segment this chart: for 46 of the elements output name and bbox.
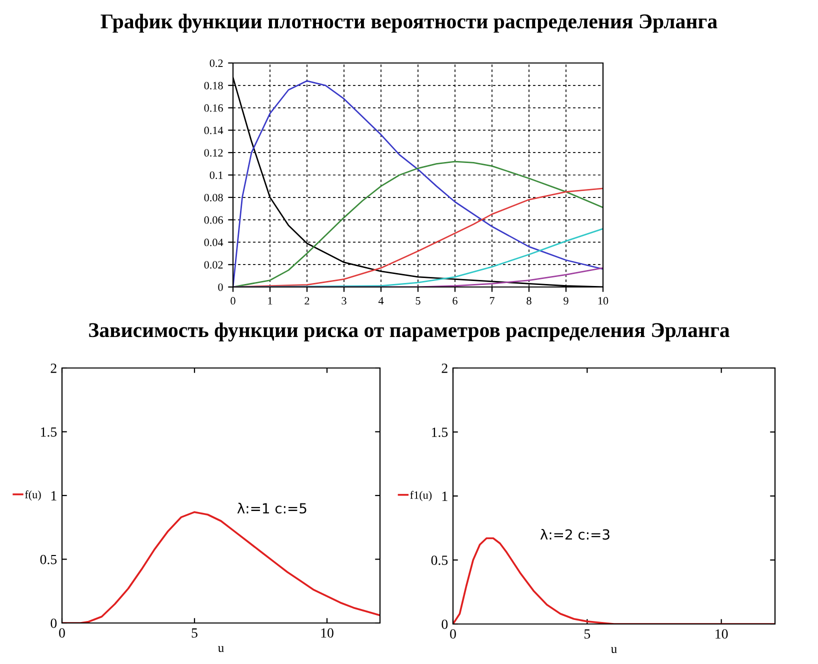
y-tick-label: 1.5 — [41, 427, 57, 437]
x-tick-label: 4 — [378, 297, 384, 304]
x-tick-label: 5 — [416, 297, 420, 305]
x-tick-label: 10 — [598, 297, 608, 305]
x-tick-label: 10 — [321, 628, 334, 638]
legend-label: f(u) — [25, 490, 41, 501]
y-tick-label: 0.5 — [431, 556, 448, 566]
y-tick-label: 0 — [218, 283, 223, 291]
x-tick-label: 10 — [716, 629, 728, 639]
legend-label: f1(u) — [410, 490, 432, 502]
y-tick-label: 0.02 — [204, 261, 223, 269]
x-tick-label: 0 — [450, 629, 456, 639]
chart-title: График функции плотности вероятности распределения Эрланга — [100, 14, 718, 33]
y-tick-label: 0.14 — [204, 126, 224, 134]
y-tick-label: 0.5 — [40, 554, 57, 564]
y-tick-label: 0.16 — [204, 104, 223, 112]
y-tick-label: 0.1 — [210, 171, 223, 180]
y-tick-label: 0.2 — [210, 59, 223, 68]
x-tick-label: 0 — [59, 628, 65, 638]
x-axis-title: u — [218, 646, 224, 652]
x-tick-label: 9 — [564, 297, 568, 305]
y-tick-label: 1 — [442, 492, 448, 501]
annotation: λ:=2 c:=3 — [540, 528, 610, 540]
y-tick-label: 0.18 — [204, 82, 223, 90]
chart-title: Зависимость функции риска от параметров распределения Эрланга — [89, 322, 730, 342]
y-tick-label: 0.04 — [204, 238, 224, 246]
x-axis-title: u — [611, 647, 617, 654]
annotation: λ:=1 c:=5 — [237, 502, 306, 514]
y-tick-label: 0 — [442, 620, 448, 629]
y-tick-label: 0 — [50, 618, 57, 628]
y-tick-label: 0.06 — [204, 216, 223, 224]
x-tick-label: 5 — [584, 629, 590, 639]
x-tick-label: 5 — [192, 628, 198, 638]
x-tick-label: 0 — [230, 297, 236, 305]
y-tick-label: 0.08 — [204, 194, 223, 202]
y-tick-label: 1 — [51, 491, 56, 500]
x-tick-label: 6 — [452, 297, 458, 305]
x-tick-label: 2 — [304, 297, 310, 304]
x-tick-label: 1 — [268, 297, 272, 304]
x-tick-label: 8 — [526, 297, 532, 305]
y-tick-label: 0.12 — [204, 149, 223, 157]
x-tick-label: 3 — [342, 297, 346, 305]
y-tick-label: 1.5 — [432, 428, 448, 438]
y-tick-label: 2 — [50, 364, 56, 373]
x-tick-label: 7 — [490, 297, 494, 304]
y-tick-label: 2 — [442, 364, 448, 373]
